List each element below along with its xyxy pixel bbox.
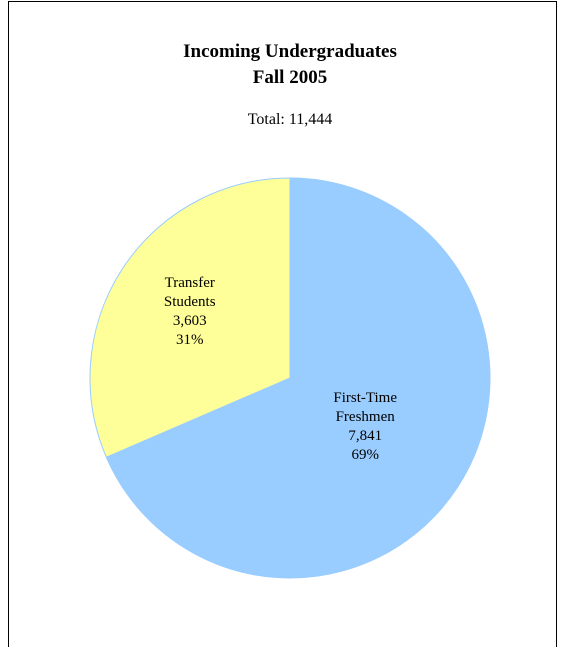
chart-subtitle: Total: 11,444 xyxy=(248,111,333,128)
pie-slice xyxy=(105,177,491,579)
chart-title: Fall 2005 xyxy=(253,67,327,88)
chart-title: Incoming Undergraduates xyxy=(183,41,397,62)
percentage-label: 31% xyxy=(175,332,204,349)
pie-slice xyxy=(89,177,291,458)
category-label: First-Time Freshmen xyxy=(333,390,397,426)
slice-label: First-Time Freshmen 7,841 69% xyxy=(320,389,410,465)
frame xyxy=(8,1,557,647)
value-label: 7,841 xyxy=(348,428,383,445)
slice-label: Transfer Students 3,603 31% xyxy=(145,274,235,350)
category-label: Transfer Students xyxy=(163,275,216,311)
value-label: 3,603 xyxy=(172,313,207,330)
percentage-label: 69% xyxy=(351,447,379,464)
